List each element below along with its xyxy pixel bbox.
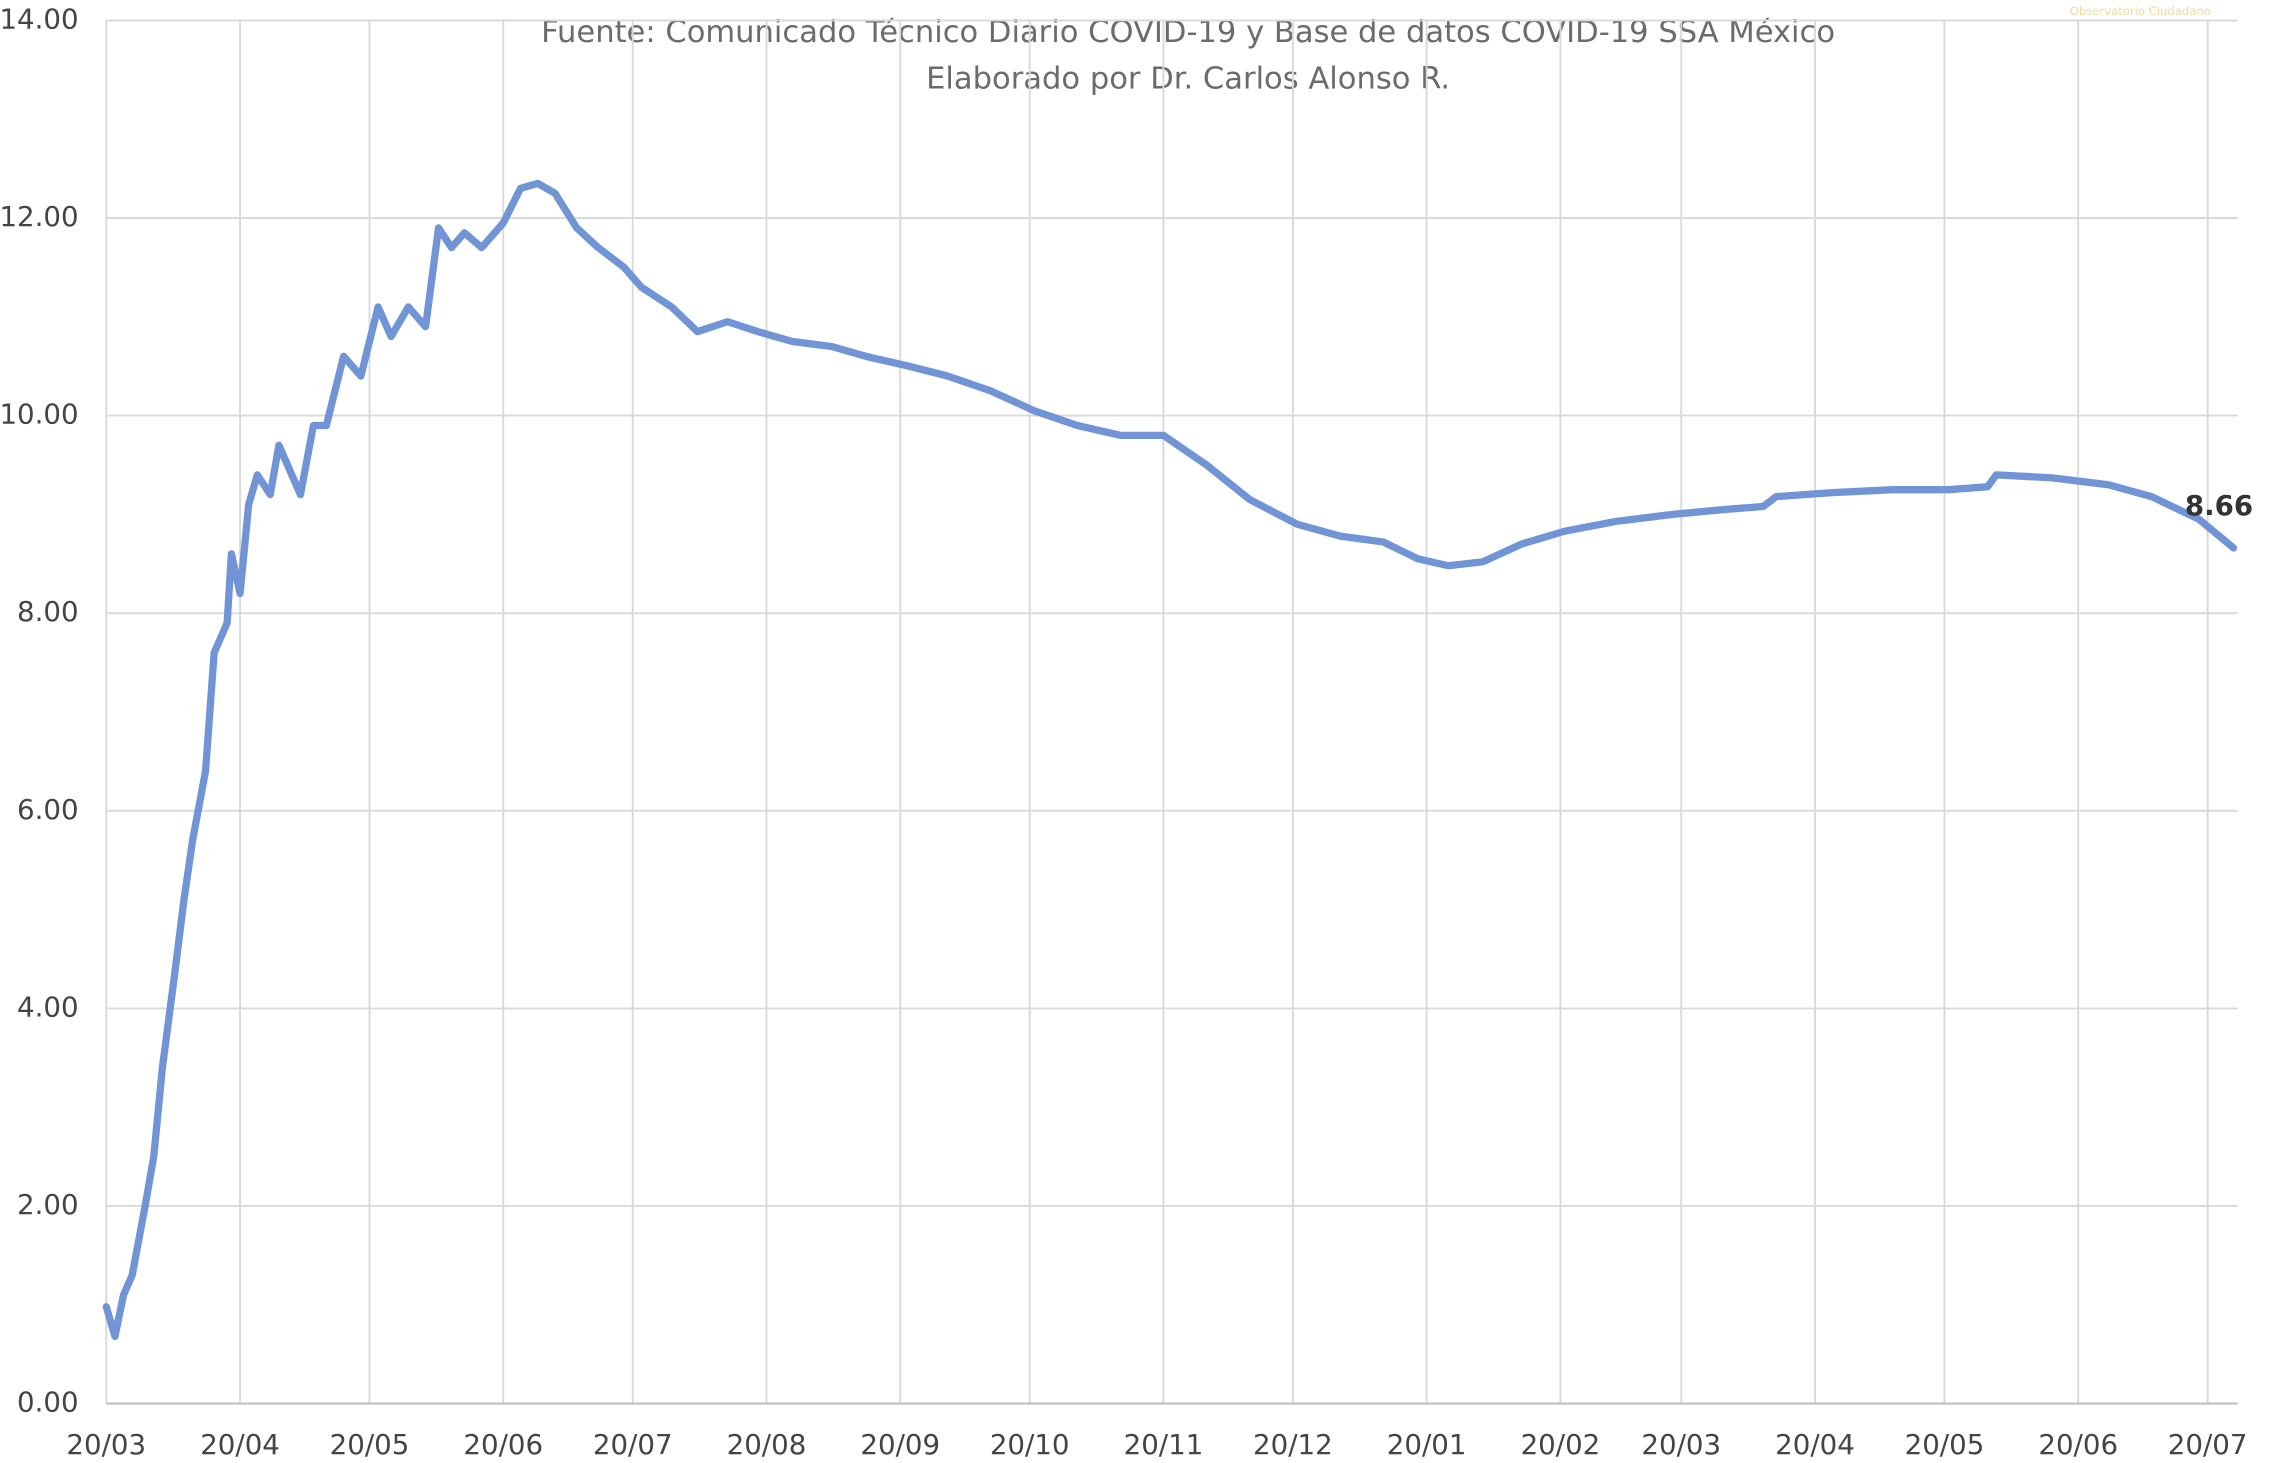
x-tick-label: 20/07 [2168, 1428, 2248, 1461]
x-tick-label: 20/09 [860, 1428, 940, 1461]
x-tick-label: 20/01 [1387, 1428, 1467, 1461]
y-tick-label: 10.00 [0, 398, 79, 431]
x-tick-label: 20/05 [330, 1428, 410, 1461]
x-tick-label: 20/04 [200, 1428, 280, 1461]
x-tick-label: 20/02 [1521, 1428, 1601, 1461]
y-tick-label: 6.00 [17, 793, 79, 826]
data-label: 8.66 [2185, 489, 2253, 522]
y-tick-label: 0.00 [17, 1386, 79, 1419]
y-tick-label: 12.00 [0, 200, 79, 233]
x-tick-label: 20/08 [727, 1428, 807, 1461]
y-tick-label: 8.00 [17, 595, 79, 628]
y-tick-label: 2.00 [17, 1188, 79, 1221]
x-tick-label: 20/03 [1641, 1428, 1721, 1461]
x-tick-label: 20/06 [2038, 1428, 2118, 1461]
y-tick-label: 4.00 [17, 990, 79, 1023]
data-line [102, 179, 2238, 1341]
x-tick-label: 20/04 [1775, 1428, 1855, 1461]
x-tick-label: 20/12 [1253, 1428, 1333, 1461]
logo-text: Observatorio Ciudadano [2070, 4, 2211, 18]
x-tick-label: 20/11 [1124, 1428, 1204, 1461]
x-tick-label: 20/05 [1905, 1428, 1985, 1461]
x-tick-label: 20/06 [463, 1428, 543, 1461]
subtitle: Elaborado por Dr. Carlos Alonso R. [926, 62, 1450, 97]
x-tick-label: 20/10 [990, 1428, 1070, 1461]
x-tick-label: 20/03 [66, 1428, 146, 1461]
y-tick-label: 14.00 [0, 2, 79, 35]
x-tick-label: 20/07 [593, 1428, 673, 1461]
